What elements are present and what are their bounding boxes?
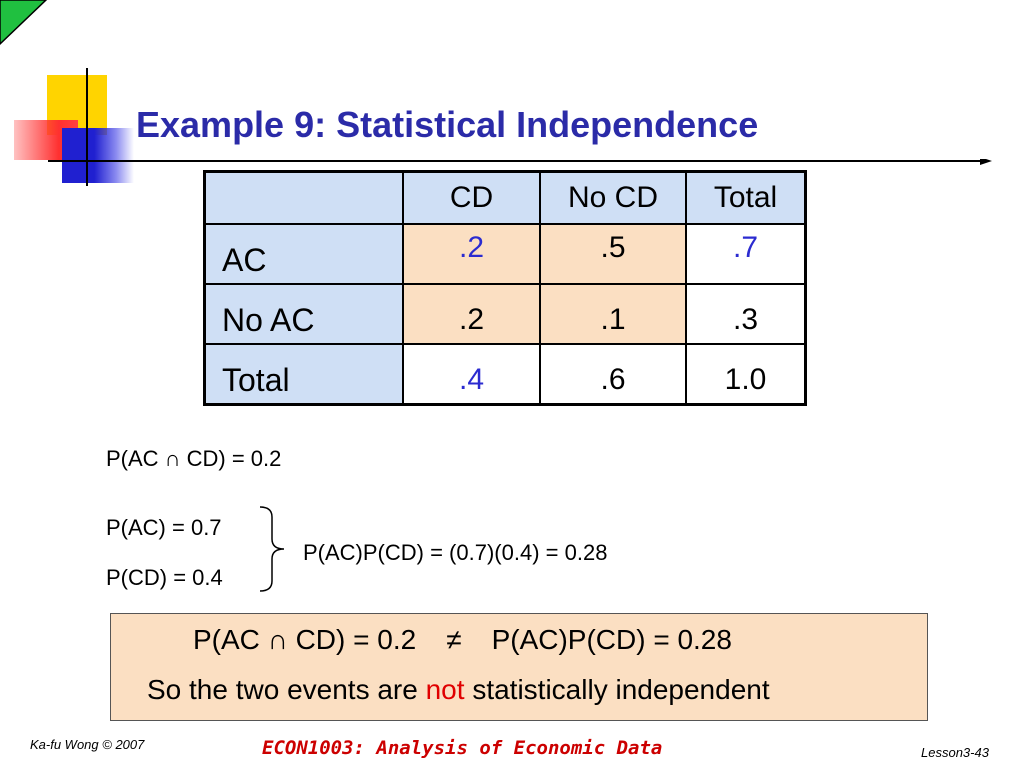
conclusion-sentence: So the two events are not statistically … <box>147 674 770 705</box>
table-cell: .6 <box>539 343 687 406</box>
table-cell: .5 <box>539 223 687 285</box>
table-cell: 1.0 <box>685 343 807 406</box>
row-label: AC <box>203 223 404 285</box>
p-cd-equation: P(CD) = 0.4 <box>106 565 223 590</box>
table-cell: .3 <box>685 283 807 345</box>
table-cell: .7 <box>685 223 807 285</box>
inequality-right: P(AC)P(CD) = 0.28 <box>491 624 732 655</box>
not-equal-sign: ≠ <box>446 624 462 655</box>
inequality-statement: P(AC ∩ CD) = 0.2 ≠ P(AC)P(CD) = 0.28 <box>193 624 732 656</box>
table-header-row: CD No CD Total <box>203 170 807 225</box>
row-label: No AC <box>203 283 404 345</box>
table-header-cell: Total <box>685 170 807 225</box>
table-cell: .4 <box>402 343 541 406</box>
logo-blue-block <box>62 128 134 183</box>
footer-course-title: ECON1003: Analysis of Economic Data <box>262 737 663 759</box>
right-brace-icon <box>259 506 285 592</box>
highlight-not: not <box>425 674 465 705</box>
table-row: No AC .2 .1 .3 <box>203 283 807 345</box>
footer-page-number: Lesson3-43 <box>921 745 989 760</box>
footer-author: Ka-fu Wong © 2007 <box>30 737 145 752</box>
inequality-left: P(AC ∩ CD) = 0.2 <box>193 624 417 655</box>
title-rule-arrow <box>48 159 992 165</box>
table-cell: .2 <box>402 283 541 345</box>
product-equation: P(AC)P(CD) = (0.7)(0.4) = 0.28 <box>303 540 608 565</box>
logo-vertical-line <box>86 68 88 186</box>
corner-triangle-decoration <box>0 0 48 46</box>
table-cell: .1 <box>539 283 687 345</box>
table-cell: .2 <box>402 223 541 285</box>
slide-title: Example 9: Statistical Independence <box>136 104 759 145</box>
probability-table: CD No CD Total AC .2 .5 .7 No AC .2 .1 .… <box>203 170 807 406</box>
joint-probability-equation: P(AC ∩ CD) = 0.2 <box>106 446 282 471</box>
row-label: Total <box>203 343 404 406</box>
p-ac-equation: P(AC) = 0.7 <box>106 515 222 540</box>
table-header-cell: No CD <box>539 170 687 225</box>
conclusion-box: P(AC ∩ CD) = 0.2 ≠ P(AC)P(CD) = 0.28 So th… <box>110 613 928 721</box>
table-header-cell <box>203 170 404 225</box>
table-header-cell: CD <box>402 170 541 225</box>
table-row: Total .4 .6 1.0 <box>203 343 807 406</box>
table-row: AC .2 .5 .7 <box>203 223 807 285</box>
